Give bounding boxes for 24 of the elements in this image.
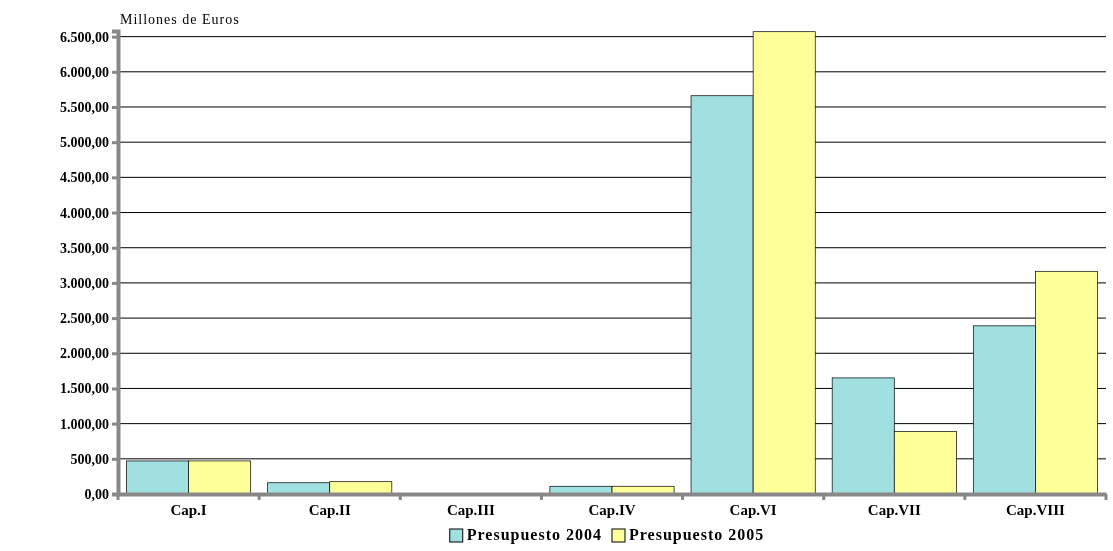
y-tick-label: 0,00 (84, 486, 109, 502)
y-tick-label: 500,00 (70, 451, 109, 467)
x-tick-label: Cap.III (446, 501, 495, 518)
x-tick-label: Cap.I (170, 501, 207, 518)
y-tick-label: 5.500,00 (60, 99, 109, 115)
y-tick-label: 2.000,00 (60, 346, 109, 362)
y-tick-label: 3.500,00 (60, 240, 109, 256)
x-tick-label: Cap.IV (588, 501, 636, 518)
y-tick-label: 6.500,00 (60, 29, 109, 45)
y-tick-label: 1.000,00 (60, 416, 109, 432)
y-tick-label: 2.500,00 (60, 311, 109, 327)
y-tick-label: 4.000,00 (60, 205, 109, 221)
y-tick-label: 1.500,00 (60, 381, 109, 397)
y-tick-label: 6.000,00 (60, 64, 109, 80)
y-axis-title: Millones de Euros (120, 12, 240, 27)
y-tick-label: 4.500,00 (60, 170, 109, 186)
x-tick-label: Cap.VIII (1006, 501, 1065, 518)
x-tick-label: Cap.VII (867, 501, 921, 518)
y-tick-label: 3.000,00 (60, 275, 109, 291)
legend-label: Presupuesto 2004 (466, 526, 602, 544)
x-tick-label: Cap.II (308, 501, 351, 518)
y-tick-label: 5.000,00 (60, 135, 109, 151)
legend-label: Presupuesto 2005 (629, 526, 765, 544)
x-tick-label: Cap.VI (729, 501, 777, 518)
